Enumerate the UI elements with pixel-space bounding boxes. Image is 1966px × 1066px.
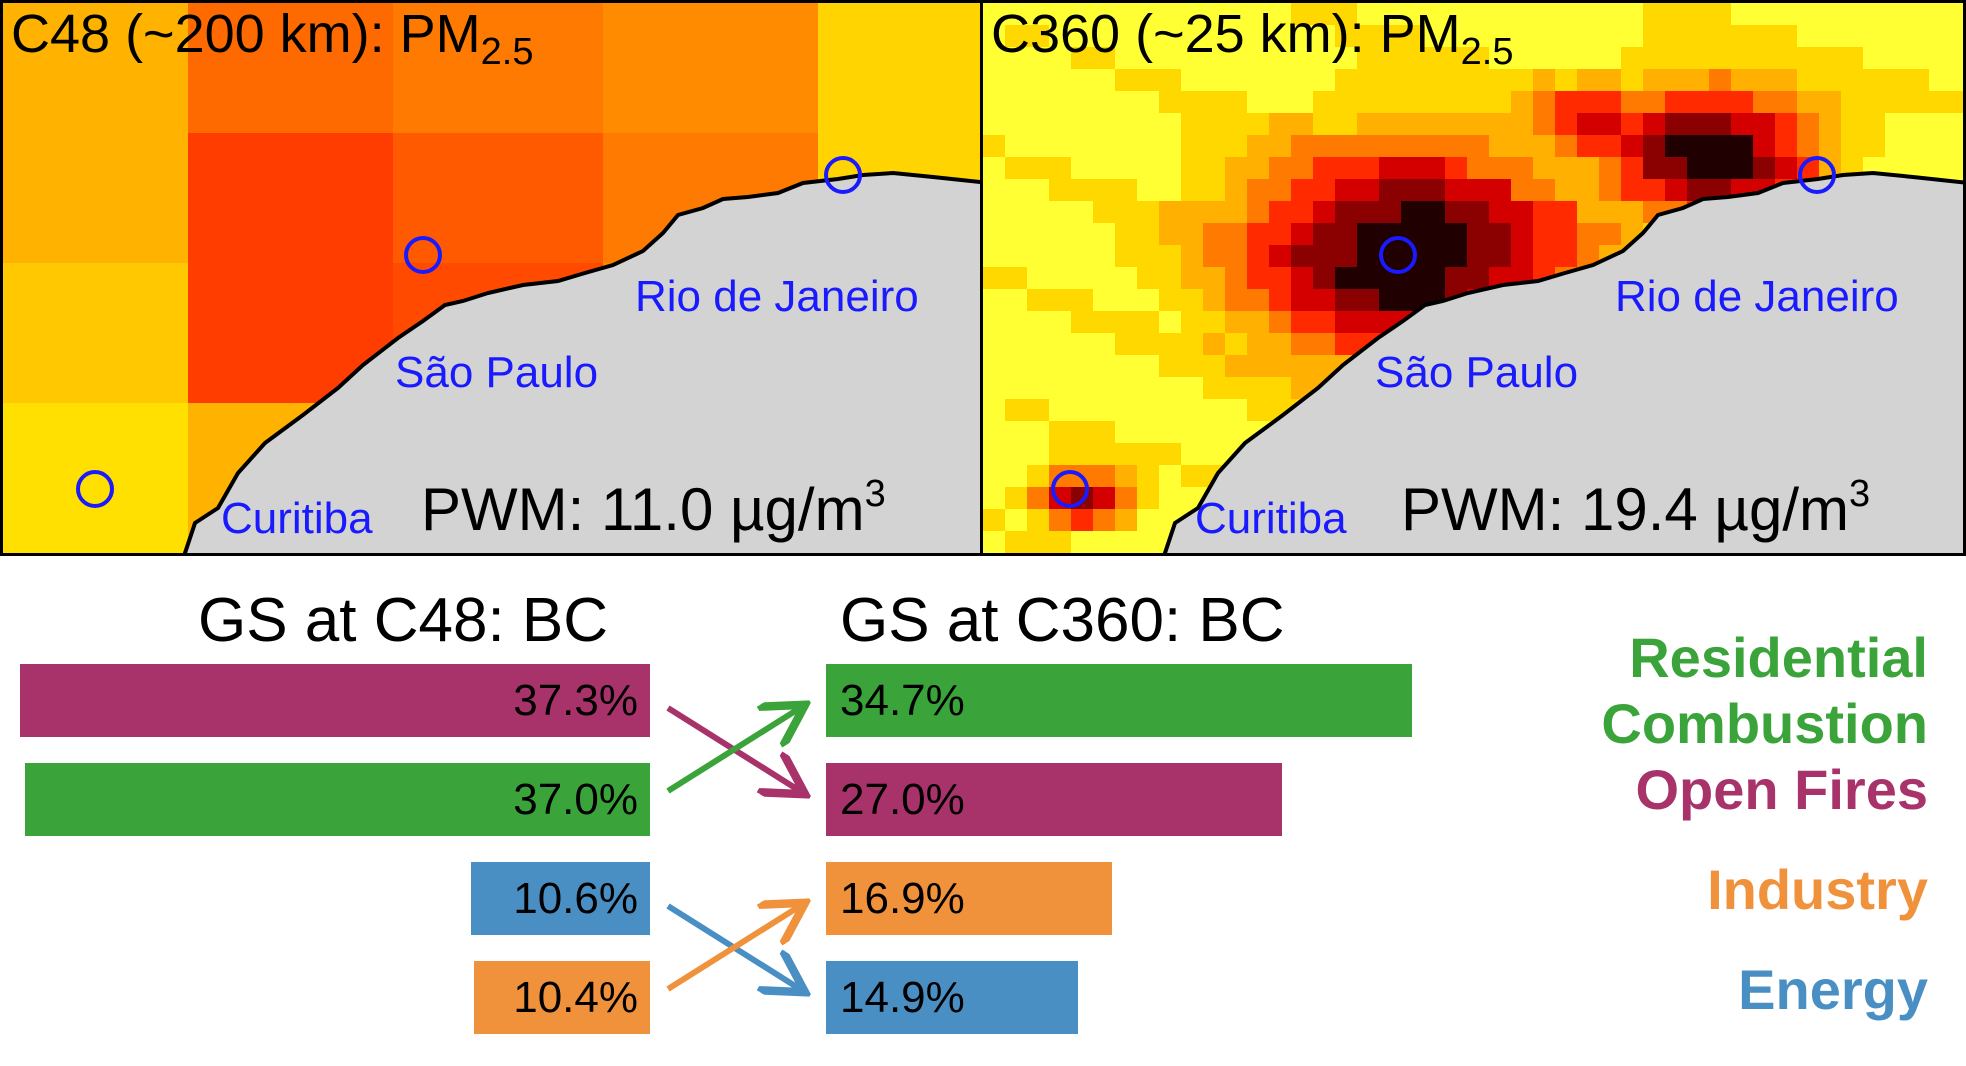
city-marker — [1798, 156, 1836, 194]
legend-item-energy: Energy — [1738, 958, 1928, 1021]
bar-c48-energy: 10.6% — [470, 862, 650, 935]
arrow-energy — [666, 903, 800, 989]
bar-c360-energy: 14.9% — [826, 961, 1078, 1034]
legend-item-residential: Residential — [1629, 626, 1928, 689]
map-title: C360 (~25 km): PM2.5 — [991, 4, 1514, 73]
city-label-sao-paulo: São Paulo — [395, 348, 599, 397]
city-label-rio: Rio de Janeiro — [635, 272, 919, 321]
arrow-open-fires — [666, 705, 800, 791]
pwm-value-c360: PWM: 19.4 µg/m3 — [1401, 473, 1871, 543]
bar-c48-industry: 10.4% — [474, 961, 650, 1034]
map-panel-c48: C48 (~200 km): PM2.5 Rio de Janeiro São … — [0, 0, 983, 556]
arrow-industry — [666, 906, 800, 992]
bar-value-label: 10.4% — [513, 973, 638, 1022]
city-label-rio: Rio de Janeiro — [1615, 272, 1899, 321]
city-label-sao-paulo: São Paulo — [1375, 348, 1579, 397]
arrow-residential-combustion — [666, 708, 800, 794]
pm25-map-c48 — [3, 3, 980, 553]
bar-c360-industry: 16.9% — [826, 862, 1112, 935]
city-label-curitiba: Curitiba — [1195, 494, 1347, 543]
bar-value-label: 10.6% — [513, 874, 638, 923]
legend-item-industry: Industry — [1707, 858, 1928, 921]
bar-value-label: 37.3% — [513, 676, 638, 725]
city-marker — [1051, 470, 1089, 508]
legend-item-open-fires: Open Fires — [1635, 758, 1928, 821]
chart-title-c48: GS at C48: BC — [198, 586, 609, 655]
bar-c48-residential-combustion: 37.0% — [24, 763, 650, 836]
map-title: C48 (~200 km): PM2.5 — [11, 4, 534, 73]
bar-value-label: 14.9% — [840, 973, 965, 1022]
city-marker — [404, 236, 442, 274]
land-area — [1162, 170, 1963, 553]
city-marker — [824, 156, 862, 194]
pm25-map-c360 — [983, 3, 1963, 553]
bar-value-label: 37.0% — [513, 775, 638, 824]
bar-c360-residential-combustion: 34.7% — [826, 664, 1413, 737]
bar-value-label: 16.9% — [840, 874, 965, 923]
chart-title-c360: GS at C360: BC — [840, 586, 1285, 655]
bar-value-label: 27.0% — [840, 775, 965, 824]
city-marker — [76, 470, 114, 508]
bar-c48-open-fires: 37.3% — [19, 664, 650, 737]
legend-item-combustion: Combustion — [1601, 692, 1928, 755]
pwm-value-c48: PWM: 11.0 µg/m3 — [421, 473, 886, 543]
bar-c360-open-fires: 27.0% — [826, 763, 1283, 836]
city-label-curitiba: Curitiba — [221, 494, 373, 543]
city-marker — [1379, 236, 1417, 274]
bar-value-label: 34.7% — [840, 676, 965, 725]
legend: Residential Combustion Open Fires Indust… — [1428, 630, 1928, 1050]
map-panel-c360: C360 (~25 km): PM2.5 Rio de Janeiro São … — [980, 0, 1966, 556]
